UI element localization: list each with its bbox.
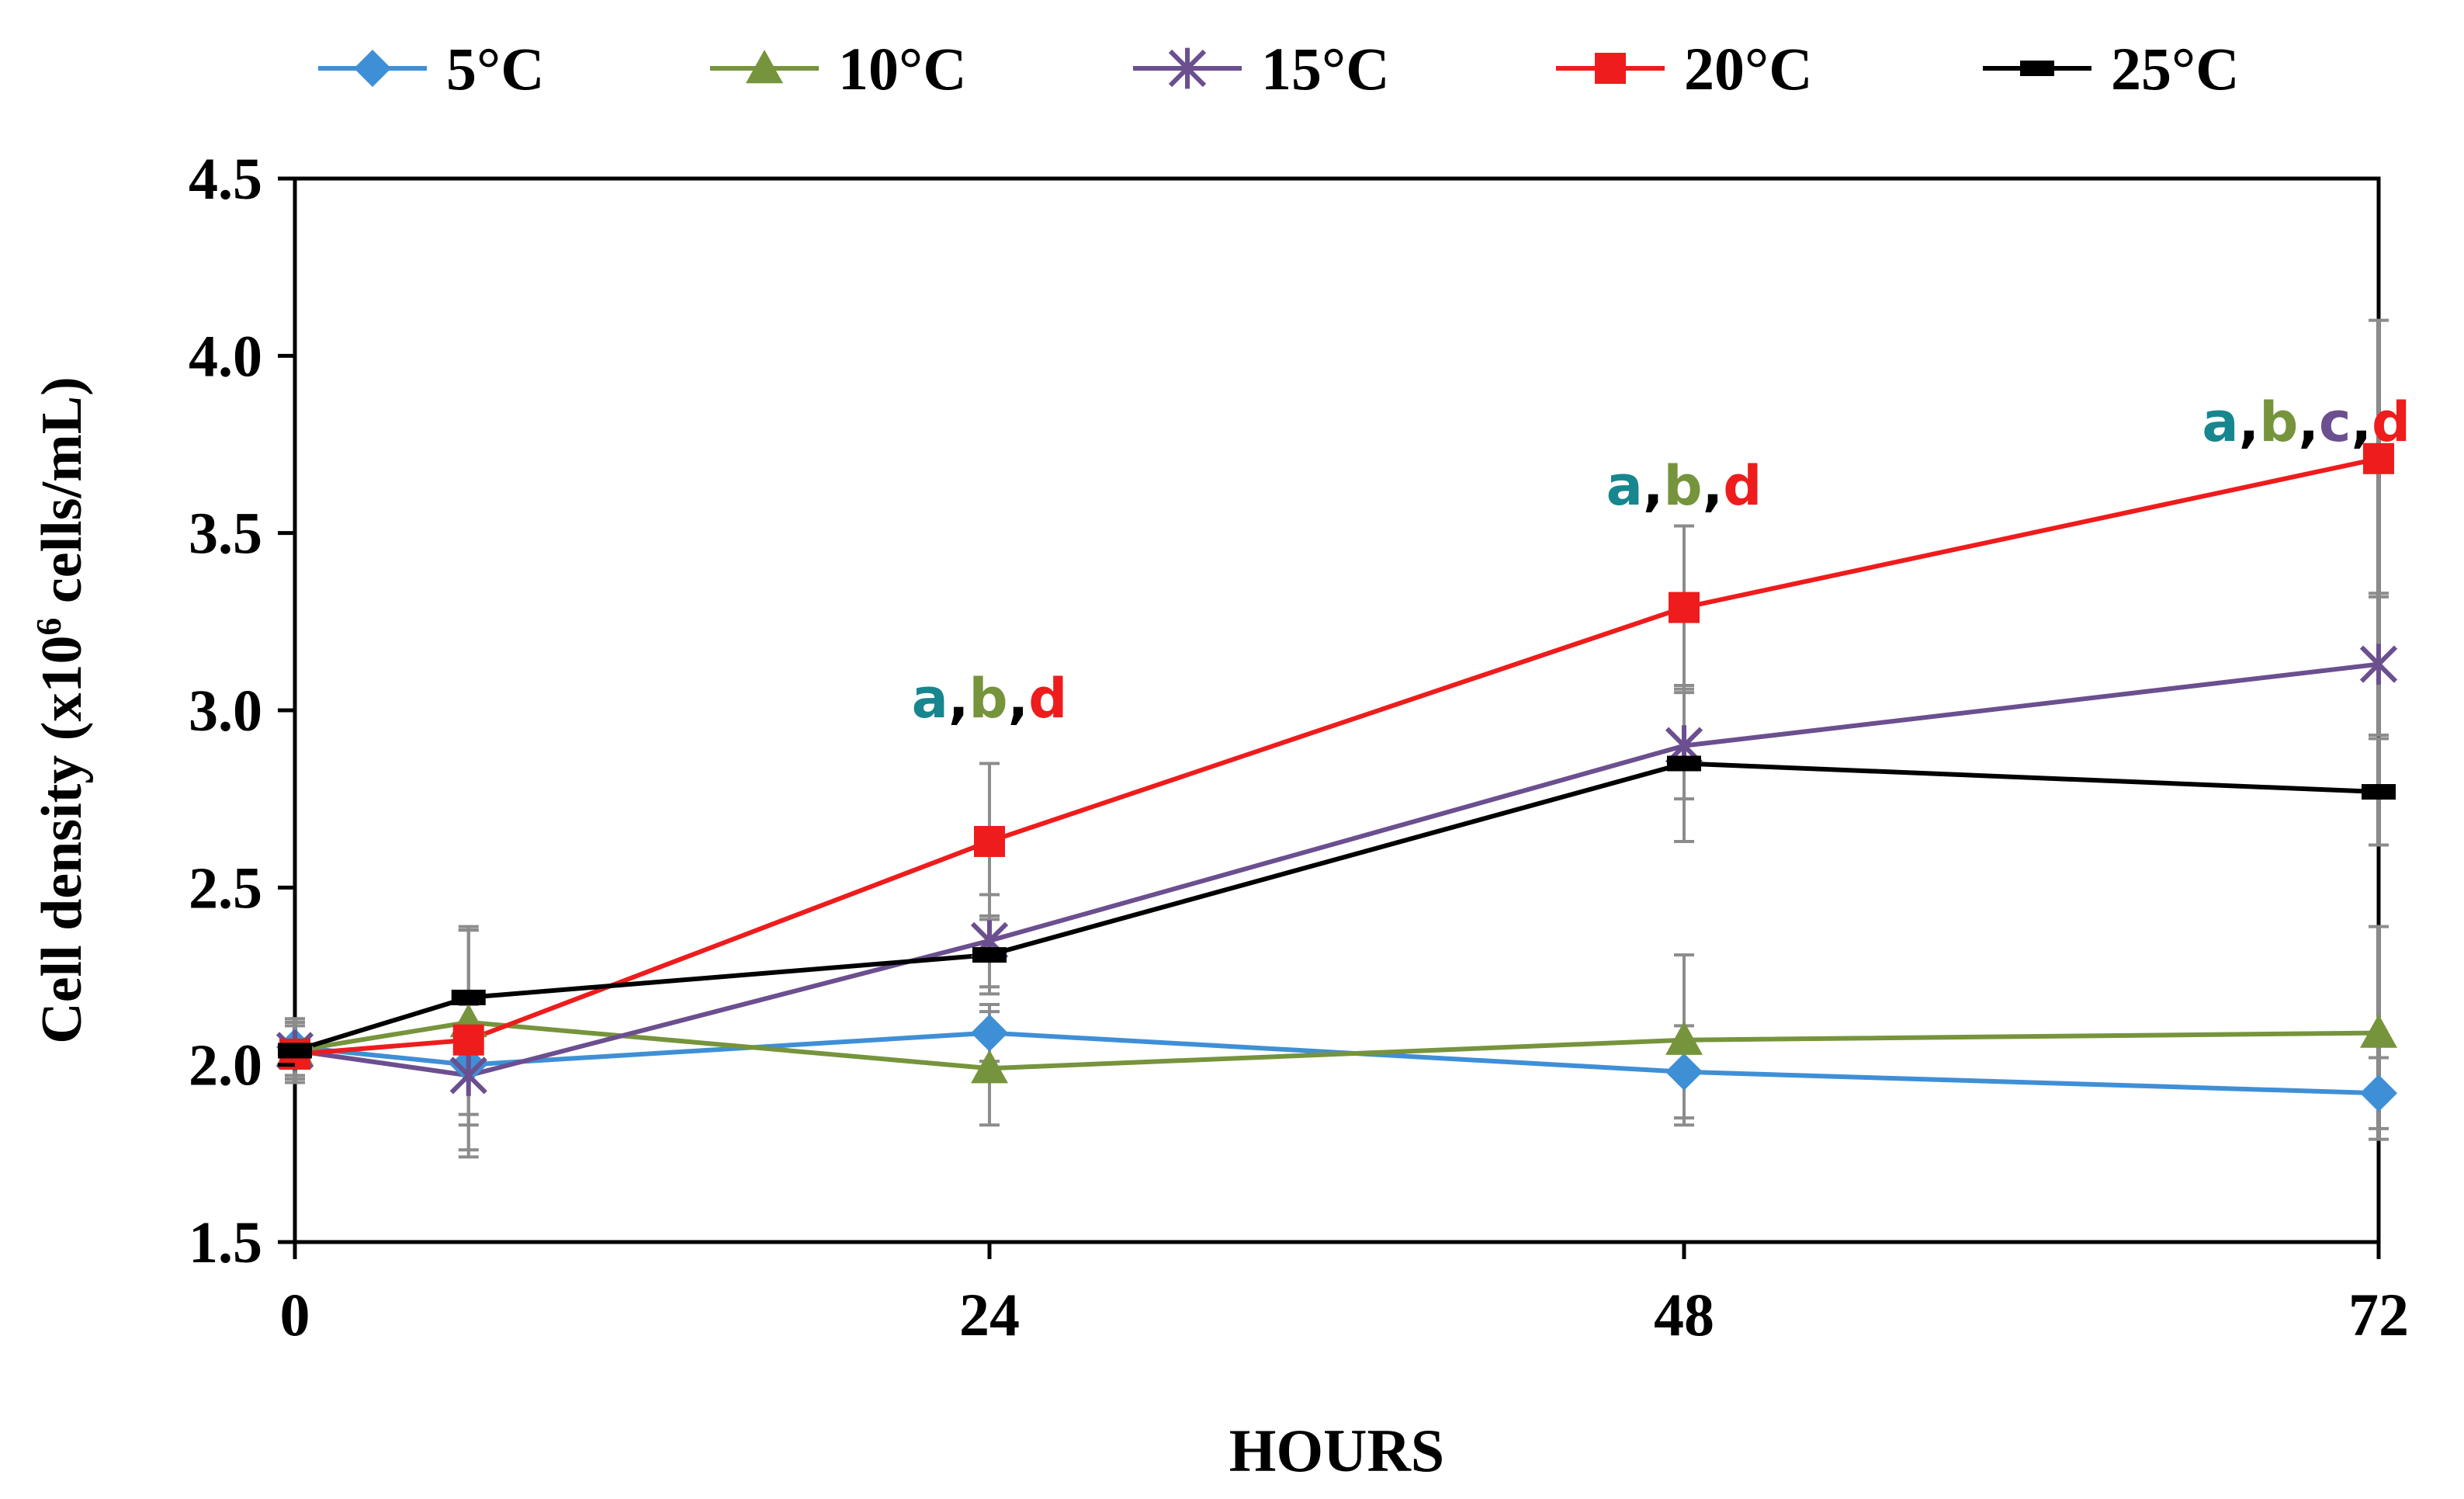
data-point	[974, 825, 1005, 857]
y-axis-label-unit: cells/mL)	[30, 376, 94, 617]
data-point	[1665, 1021, 1703, 1055]
legend-marker	[354, 50, 391, 87]
y-axis-label: Cell density (x106 cells/mL)	[29, 376, 94, 1044]
data-point	[2363, 442, 2394, 474]
annotation-letter: b	[969, 667, 1008, 730]
data-point	[1669, 592, 1700, 623]
legend-marker	[2020, 61, 2054, 76]
legend-label: 20°C	[1684, 35, 1813, 102]
annotation-letter: c	[2319, 390, 2351, 454]
legend-item: 5°C	[318, 35, 545, 102]
annotation-letter: a	[1606, 454, 1643, 518]
annotation-letter: ,	[2351, 390, 2372, 454]
annotation-letter: ,	[1643, 454, 1664, 518]
y-tick-label: 4.5	[189, 147, 262, 212]
series-lines	[294, 456, 2379, 1096]
y-axis-label-exponent: 6	[29, 618, 68, 636]
legend-label: 15°C	[1261, 35, 1390, 102]
significance-annotations: a,b,da,b,da,b,c,d	[912, 390, 2410, 730]
data-point	[1667, 755, 1701, 772]
annotation-letter: ,	[1008, 667, 1029, 730]
data-point	[2360, 1074, 2397, 1112]
data-point	[2359, 644, 2398, 685]
y-tick-label: 3.0	[189, 678, 262, 744]
legend-label: 5°C	[446, 35, 545, 102]
annotation-letter: ,	[948, 667, 969, 730]
x-tick-label: 24	[959, 1281, 1020, 1348]
significance-annotation: a,b,d	[912, 667, 1068, 730]
series-markers	[276, 442, 2398, 1112]
annotation-letter: a	[912, 667, 948, 730]
legend-label: 25°C	[2111, 35, 2240, 102]
data-point	[972, 947, 1007, 963]
significance-annotation: a,b,d	[1606, 454, 1762, 518]
x-tick-label: 72	[2348, 1281, 2409, 1348]
x-tick-label: 0	[280, 1281, 310, 1348]
annotation-letter: ,	[2239, 390, 2260, 454]
annotation-letter: b	[1664, 454, 1703, 518]
series-line	[294, 456, 2379, 1057]
significance-annotation: a,b,c,d	[2202, 390, 2410, 454]
x-tick-label: 48	[1654, 1281, 1714, 1348]
data-point	[971, 1014, 1008, 1052]
legend-label: 10°C	[838, 35, 967, 102]
y-tick-label: 1.5	[189, 1210, 262, 1275]
annotation-letter: d	[1723, 454, 1762, 518]
annotation-letter: a	[2202, 390, 2238, 454]
data-point	[278, 1043, 312, 1059]
y-tick-label: 4.0	[189, 324, 262, 389]
x-axis-label: HOURS	[1229, 1417, 1444, 1484]
legend-item: 20°C	[1556, 35, 1813, 102]
annotation-letter: ,	[1703, 454, 1724, 518]
y-axis-label-main: Cell density (x10	[30, 636, 94, 1044]
legend-item: 15°C	[1133, 35, 1390, 102]
y-tick-label: 2.0	[189, 1033, 262, 1098]
data-point	[451, 989, 486, 1005]
series-line	[294, 761, 2379, 1053]
error-bars	[285, 318, 2389, 1159]
legend-marker	[1168, 47, 1207, 89]
annotation-letter: d	[1028, 667, 1067, 730]
x-axis: 0 24 48 72	[280, 1242, 2409, 1348]
series-line	[294, 1019, 2379, 1071]
data-point	[2362, 784, 2396, 800]
annotation-letter: b	[2259, 390, 2298, 454]
y-axis: 1.5 2.0 2.5 3.0 3.5 4.0 4.5	[189, 147, 295, 1275]
legend-item: 25°C	[1983, 35, 2240, 102]
legend-marker	[746, 50, 783, 84]
legend: 5°C 10°C 15°C 20°C 25°C	[318, 35, 2240, 102]
series-line	[294, 1030, 2379, 1096]
y-tick-label: 3.5	[189, 501, 262, 567]
y-tick-label: 2.5	[189, 855, 262, 921]
data-point	[452, 1024, 484, 1056]
data-point	[1665, 1053, 1703, 1091]
data-point	[971, 1050, 1008, 1084]
data-point	[2360, 1014, 2397, 1048]
legend-marker	[1595, 53, 1626, 84]
annotation-letter: d	[2372, 390, 2410, 454]
annotation-letter: ,	[2298, 390, 2319, 454]
data-point	[449, 1054, 487, 1096]
legend-item: 10°C	[710, 35, 967, 102]
